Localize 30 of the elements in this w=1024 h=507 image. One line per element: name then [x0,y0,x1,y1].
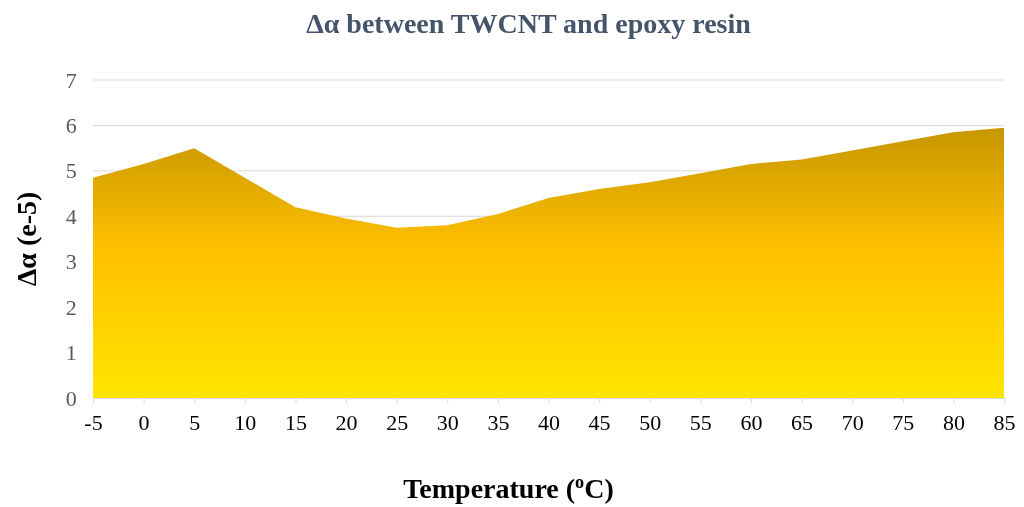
x-tick-label: 45 [588,410,611,436]
x-tick-label: 75 [892,410,915,436]
y-tick-label: 1 [65,340,77,366]
x-tick-label: 40 [538,410,560,436]
x-tick-label: 65 [791,410,814,436]
y-tick-label: 0 [65,385,77,411]
x-tick-label: 35 [487,410,510,436]
y-tick-label: 4 [65,203,77,229]
y-tick-label: 7 [65,67,77,93]
x-tick-label: 0 [138,410,150,436]
chart-title: Δα between TWCNT and epoxy resin [306,8,752,39]
y-tick-label: 6 [65,112,77,138]
y-axis-title: Δα (e-5) [11,191,42,287]
x-axis-title: Temperature ($^{o}$C) [403,472,614,504]
x-tick-label: 60 [740,410,763,436]
x-tick-label: 20 [335,410,358,436]
x-tick-label: 25 [386,410,409,436]
x-tick-label: 80 [942,410,965,436]
x-tick-label: 50 [639,410,662,436]
x-tick-label: 70 [841,410,864,436]
y-tick-label: 2 [65,294,77,320]
y-tick-label: 5 [65,158,77,184]
x-tick-label: 5 [189,410,201,436]
x-tick-label: 15 [284,410,307,436]
x-tick-label: 55 [689,410,712,436]
x-tick-label: 85 [993,410,1016,436]
y-tick-label: 3 [65,249,77,275]
x-tick-label: 30 [436,410,459,436]
x-tick-label: -5 [84,410,103,436]
x-tick-label: 10 [234,410,257,436]
